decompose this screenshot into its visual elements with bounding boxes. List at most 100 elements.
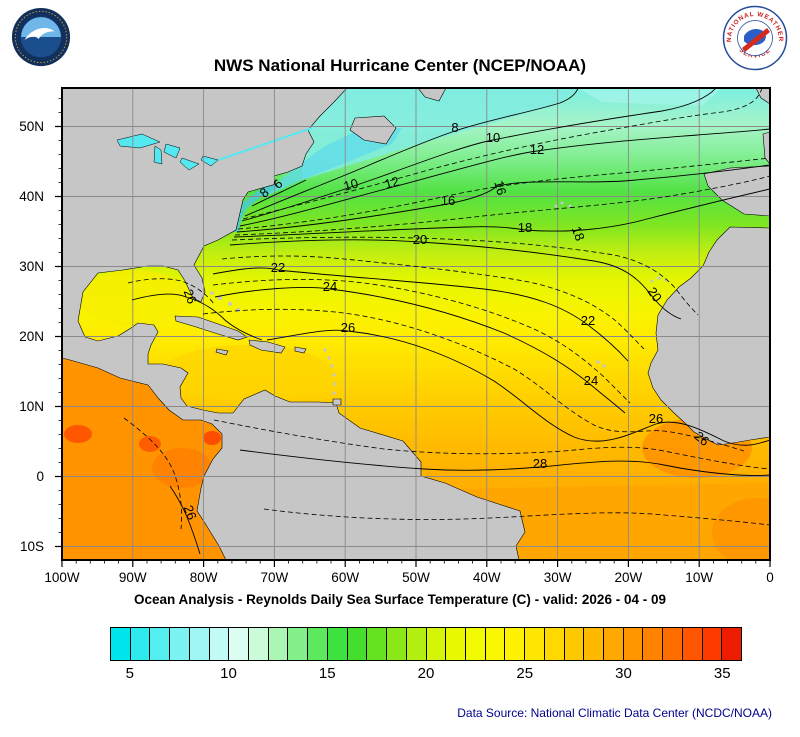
contour-label: 24 <box>584 373 598 388</box>
latitude-axis: 50N 40N 30N 20N 10N 0 10S <box>0 88 52 560</box>
lon-label: 20W <box>614 570 643 585</box>
contour-label: 26 <box>181 287 200 306</box>
colorbar-cell <box>484 628 505 660</box>
colorbar-cell <box>366 628 387 660</box>
colorbar-cell <box>326 628 347 660</box>
contour-label: 20 <box>644 284 665 304</box>
colorbar-cell <box>307 628 327 660</box>
lat-label: 10N <box>19 398 44 414</box>
longitude-axis: 100W 90W 80W 70W 60W 50W 40W 30W 20W 10W 0 <box>44 570 773 590</box>
lon-label: 0 <box>766 570 774 585</box>
colorbar-cell <box>169 628 189 660</box>
nws-logo-map-shape <box>744 28 766 46</box>
lat-label: 50N <box>19 118 44 134</box>
map-subtitle: Ocean Analysis - Reynolds Daily Sea Surf… <box>134 592 666 607</box>
page-title: NWS National Hurricane Center (NCEP/NOAA… <box>213 56 587 75</box>
colorbar-cell <box>405 628 426 660</box>
lon-label: 90W <box>118 570 147 585</box>
contour-label: 16 <box>441 193 455 208</box>
colorbar-cell <box>642 628 663 660</box>
contour-label: 26 <box>649 411 663 426</box>
colorbar-cell <box>662 628 682 660</box>
colorbar-cell <box>188 628 209 660</box>
contour-label: 16 <box>491 179 509 197</box>
contour-label: 12 <box>383 174 401 192</box>
contour-label: 20 <box>413 232 427 247</box>
sst-map: 8 10 12 6 8 10 12 16 16 18 18 20 20 22 2… <box>55 87 771 567</box>
contour-label: 8 <box>451 120 458 135</box>
lon-label: 60W <box>331 570 360 585</box>
colorbar-tick-label: 5 <box>125 665 134 682</box>
colorbar-cell <box>602 628 623 660</box>
noaa-gull-icon <box>24 28 55 40</box>
colorbar-cell <box>563 628 584 660</box>
axis-ticks-major <box>55 125 771 567</box>
colorbar-cell <box>425 628 446 660</box>
grid-lines <box>62 88 770 560</box>
lat-label: 0 <box>36 468 44 484</box>
colorbar-cell <box>524 628 544 660</box>
colorbar-cell <box>111 628 130 660</box>
land-newfoundland <box>349 115 397 145</box>
lon-label: 10W <box>685 570 714 585</box>
contour-label: 18 <box>518 220 532 235</box>
colorbar-cell <box>721 628 741 660</box>
colorbar-cell <box>287 628 308 660</box>
lat-label: 40N <box>19 188 44 204</box>
colorbar-tick-label: 10 <box>220 665 237 682</box>
colorbar-cell <box>386 628 406 660</box>
colorbar-tick-label: 25 <box>516 665 534 682</box>
axis-ticks-minor <box>58 98 757 564</box>
colorbar-cell <box>248 628 268 660</box>
island-puerto-rico <box>294 346 307 354</box>
lat-label: 30N <box>19 258 44 274</box>
colorbar-tick-label: 30 <box>615 665 632 682</box>
colorbar-tick-label: 35 <box>713 665 731 682</box>
data-source-note: Data Source: National Climatic Data Cent… <box>457 706 772 720</box>
colorbar-tick-label: 20 <box>417 665 435 682</box>
nws-logo-red-band <box>742 28 770 52</box>
colorbar-cells <box>110 627 742 661</box>
lon-label: 40W <box>472 570 501 585</box>
contour-label: 22 <box>271 260 285 275</box>
contour-label: 26 <box>181 503 200 522</box>
land-masses <box>62 88 770 560</box>
colorbar-labels: 5 10 15 20 25 30 35 <box>110 665 742 685</box>
noaa-logo <box>11 7 71 67</box>
lat-label: 20N <box>19 328 44 344</box>
colorbar-tick-label: 15 <box>318 665 336 682</box>
nws-logo: NATIONAL WEATHER SERVICE <box>722 5 788 71</box>
lon-label: 30W <box>543 570 572 585</box>
colorbar-cell <box>504 628 525 660</box>
contour-label: 26 <box>341 320 355 335</box>
island-hispaniola <box>248 339 286 354</box>
noaa-seal-sky <box>21 17 61 37</box>
lon-label: 70W <box>260 570 289 585</box>
colorbar-cell <box>346 628 367 660</box>
contour-labels: 8 10 12 6 8 10 12 16 16 18 18 20 20 22 2… <box>181 120 713 522</box>
colorbar-cell <box>267 628 288 660</box>
island-trinidad <box>332 398 342 406</box>
contour-label: 24 <box>323 279 337 294</box>
lon-label: 100W <box>44 570 80 585</box>
colorbar-cell <box>701 628 722 660</box>
contour-label: 10 <box>342 176 360 194</box>
colorbar-cell <box>681 628 702 660</box>
small-islands <box>210 201 668 395</box>
island-jamaica <box>215 348 229 356</box>
great-lakes <box>116 127 313 171</box>
land-greenland-tip <box>417 88 447 102</box>
colorbar-cell <box>622 628 643 660</box>
isotherm-contours-dashed <box>123 88 770 530</box>
contour-label: 12 <box>530 142 544 157</box>
colorbar-cell <box>228 628 249 660</box>
contour-label: 22 <box>581 313 595 328</box>
colorbar-cell <box>543 628 564 660</box>
colorbar-cell <box>464 628 485 660</box>
colorbar-cell <box>583 628 603 660</box>
colorbar-cell <box>445 628 465 660</box>
contour-label: 28 <box>533 456 547 471</box>
colorbar-cell <box>149 628 170 660</box>
land-france <box>762 131 770 165</box>
land-iberia <box>703 165 770 217</box>
